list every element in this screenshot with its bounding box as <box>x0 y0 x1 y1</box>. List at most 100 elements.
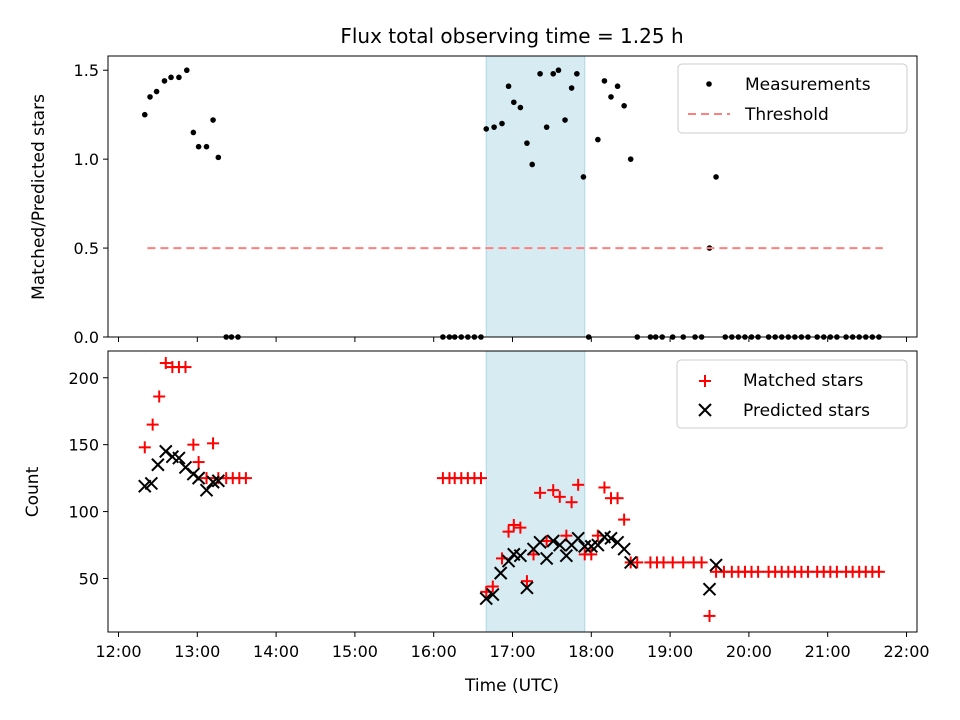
count-legend-box <box>676 359 908 429</box>
predicted-stars-point <box>617 542 631 556</box>
x-tick-label: 16:00 <box>411 642 457 661</box>
matched-stars-point <box>474 472 487 485</box>
measurements-point <box>499 120 505 127</box>
matched-stars-point <box>192 456 205 469</box>
chart-title: Flux total observing time = 1.25 h <box>340 24 683 48</box>
predicted-stars-point <box>546 534 560 548</box>
measurements-point <box>595 136 601 143</box>
count-y-axis-label: Count <box>23 466 43 517</box>
predicted-stars-point <box>533 535 547 550</box>
measurements-point <box>555 67 562 74</box>
matched-stars-point <box>752 565 765 578</box>
predicted-stars-point <box>479 591 493 606</box>
legend-measurements-label: Measurements <box>745 75 871 95</box>
measurements-point <box>190 129 197 136</box>
measurements-point <box>601 78 608 84</box>
legend-threshold-label: Threshold <box>744 105 829 125</box>
matched-stars-point <box>179 361 192 374</box>
observing-window-span-top <box>485 55 586 338</box>
x-tick-label: 17:00 <box>489 642 535 661</box>
measurements-point <box>153 88 160 95</box>
matched-stars-point <box>695 556 708 569</box>
measurements-point <box>524 140 530 146</box>
measurements-point <box>537 70 543 77</box>
matched-stars-point <box>520 575 533 588</box>
measurements-point <box>550 70 557 77</box>
predicted-stars-point <box>578 539 592 554</box>
observing-window-band <box>485 350 586 633</box>
x-axis-label: Time (UTC) <box>464 676 559 696</box>
y-tick-label: 50 <box>79 569 99 588</box>
matched-stars-point <box>514 521 527 534</box>
predicted-stars-point <box>520 581 534 595</box>
measurements-point <box>183 67 190 74</box>
matched-stars-point <box>872 565 885 578</box>
count-legend: Matched stars Predicted stars <box>676 359 908 429</box>
predicted-stars-point <box>501 554 516 568</box>
measurements-point <box>491 124 497 130</box>
predicted-stars-point <box>591 538 605 552</box>
matched-stars-point <box>677 556 690 569</box>
predicted-stars-point <box>493 566 508 580</box>
ratio-legend: Measurements Threshold <box>677 63 908 134</box>
ratio-y-axis-label: Matched/Predicted stars <box>29 94 49 300</box>
ratio-panel: 0.0 0.5 1.0 1.5 Matched/Predicted stars Mea… <box>29 55 918 347</box>
matched-stars-point <box>703 609 716 622</box>
y-tick-label: 1.5 <box>74 61 99 80</box>
measurements-point <box>147 94 153 100</box>
predicted-stars-point <box>486 587 500 602</box>
x-tick-label: 19:00 <box>647 642 693 661</box>
predicted-stars-point <box>709 558 723 572</box>
y-tick-label: 200 <box>68 369 99 388</box>
matched-stars-point <box>631 556 644 569</box>
count-y-ticks: 50 100 150 200 <box>68 369 108 588</box>
count-marks <box>138 357 885 622</box>
predicted-stars-point <box>191 471 206 485</box>
matched-stars-point <box>207 437 220 450</box>
y-tick-label: 150 <box>68 436 99 455</box>
measurements-point <box>176 74 182 81</box>
measurements-point <box>505 83 512 90</box>
matched-stars-point <box>200 472 213 485</box>
x-tick-label: 12:00 <box>95 642 141 661</box>
x-tick-label: 13:00 <box>174 642 220 661</box>
matched-stars-point <box>618 513 631 526</box>
x-tick-label: 20:00 <box>726 642 772 661</box>
observing-window-band <box>485 55 586 338</box>
y-tick-label: 100 <box>68 503 99 522</box>
x-tick-label: 22:00 <box>883 642 929 661</box>
matched-stars-point <box>666 556 679 569</box>
measurements-point <box>168 74 174 81</box>
legend-matched-marker <box>699 375 711 387</box>
x-tick-label: 18:00 <box>568 642 614 661</box>
x-tick-label: 21:00 <box>805 642 851 661</box>
measurements-point <box>517 104 524 111</box>
ratio-x-ticks <box>118 337 907 342</box>
matched-stars-point <box>507 518 520 531</box>
predicted-stars-point <box>144 476 159 491</box>
predicted-stars-point <box>539 551 554 566</box>
legend-predicted-label: Predicted stars <box>743 401 870 421</box>
measurements-point <box>608 94 614 100</box>
measurements-point <box>210 117 216 123</box>
matched-stars-point <box>534 486 547 499</box>
predicted-stars-point <box>199 483 214 497</box>
matched-stars-point <box>553 490 566 503</box>
x-tick-label: 14:00 <box>253 642 299 661</box>
matched-stars-point <box>502 525 515 538</box>
measurements-point <box>621 102 627 109</box>
y-tick-label: 1.0 <box>74 150 99 169</box>
predicted-stars-point <box>513 549 528 563</box>
legend-measurements-marker <box>706 81 712 87</box>
legend-matched-label: Matched stars <box>743 371 863 391</box>
measurements-point <box>627 156 634 162</box>
x-tick-label: 15:00 <box>332 642 378 661</box>
observing-window-span-bottom <box>485 350 586 633</box>
measurements-point <box>580 174 587 180</box>
measurements-point <box>614 83 621 90</box>
matched-stars-point <box>138 441 151 454</box>
measurements-point <box>195 143 202 150</box>
matched-stars-point <box>611 492 624 505</box>
count-x-ticks: 12:00 13:00 14:00 15:00 16:00 17:00 18:00 19:00… <box>95 632 930 661</box>
matched-stars-point <box>146 418 159 431</box>
